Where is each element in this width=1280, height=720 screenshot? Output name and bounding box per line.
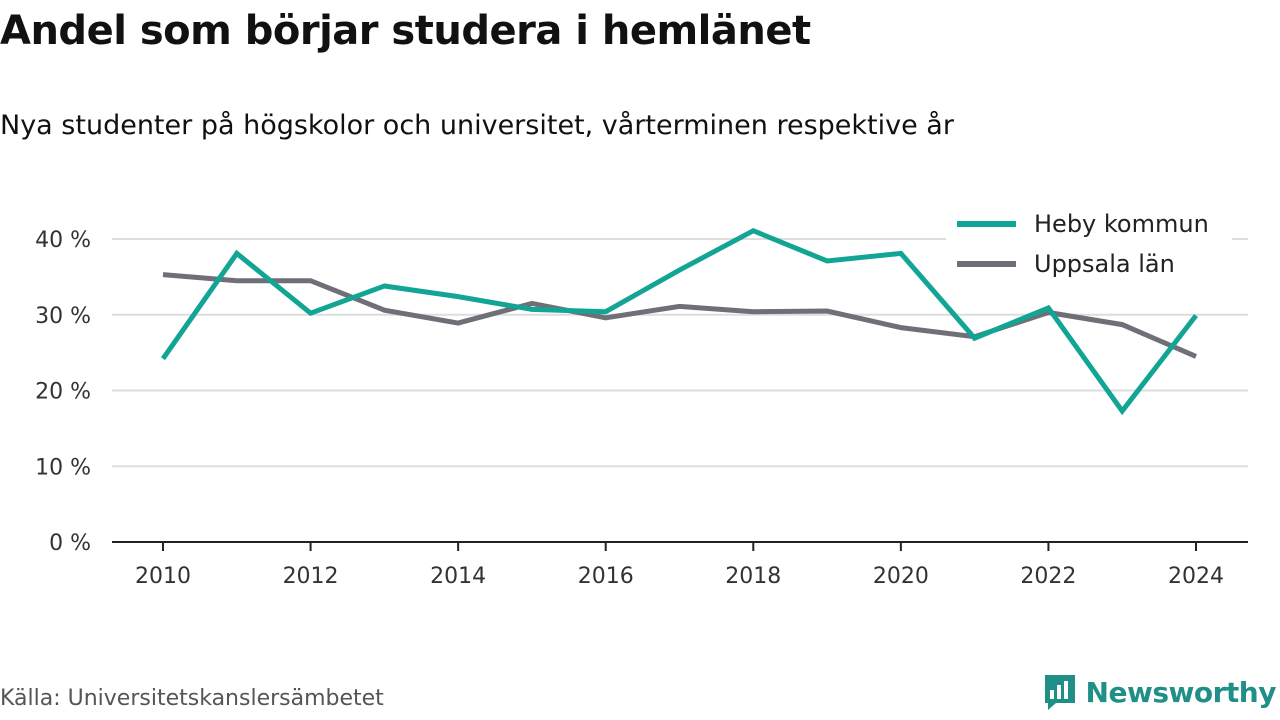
legend-background	[946, 204, 1232, 286]
y-tick-label-20: 20 %	[35, 380, 91, 405]
legend-label-2: Uppsala län	[1034, 250, 1175, 278]
x-tick-label-2014: 2014	[430, 564, 486, 589]
x-tick-label-2012: 2012	[283, 564, 339, 589]
chart-badge-icon	[1044, 675, 1075, 710]
source-note: Källa: Universitetskanslersämbetet	[0, 686, 384, 711]
brand-name: Newsworthy	[1085, 675, 1277, 709]
x-tick-label-2010: 2010	[135, 564, 191, 589]
x-axis-tick-labels: 2010 2012 2014 2016 2018 2020 2022 2024	[135, 564, 1224, 589]
series-lines	[160, 227, 1198, 416]
brand-logo: Newsworthy	[1042, 672, 1277, 712]
x-tick-label-2018: 2018	[725, 564, 781, 589]
y-axis-tick-labels: 0 % 10 % 20 % 30 % 40 %	[35, 228, 91, 556]
y-tick-label-10: 10 %	[35, 455, 91, 480]
chart-title: Andel som börjar studera i hemlänet	[0, 8, 811, 54]
x-tick-label-2022: 2022	[1020, 564, 1076, 589]
legend: Heby kommun Uppsala län	[946, 204, 1232, 286]
y-tick-label-0: 0 %	[49, 531, 91, 556]
legend-label-1: Heby kommun	[1034, 210, 1209, 238]
chart-subtitle: Nya studenter på högskolor och universit…	[0, 110, 954, 141]
x-tick-label-2016: 2016	[578, 564, 634, 589]
y-tick-label-40: 40 %	[35, 228, 91, 253]
x-tick-label-2024: 2024	[1168, 564, 1224, 589]
x-axis	[112, 541, 1248, 551]
x-tick-label-2020: 2020	[873, 564, 929, 589]
y-tick-label-30: 30 %	[35, 304, 91, 329]
